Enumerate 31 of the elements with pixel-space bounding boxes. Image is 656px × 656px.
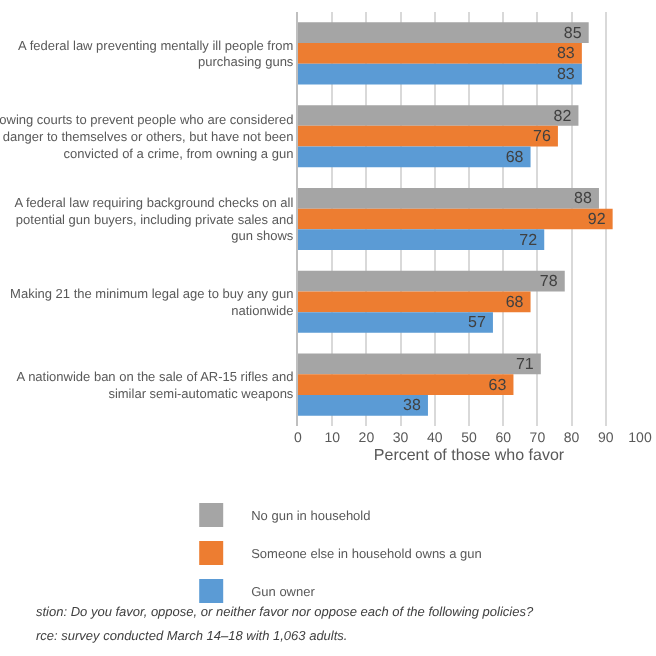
bar <box>298 353 541 375</box>
data-label: 38 <box>403 396 422 415</box>
bar <box>298 229 545 251</box>
data-label: 63 <box>488 375 508 394</box>
bar <box>298 291 531 313</box>
data-label: 83 <box>556 65 576 84</box>
bar <box>298 187 599 209</box>
data-label: 78 <box>539 272 559 291</box>
data-label: 76 <box>533 127 552 146</box>
data-label: 68 <box>505 292 525 311</box>
data-label: 85 <box>563 23 583 42</box>
bar <box>298 270 565 292</box>
bar <box>298 208 613 230</box>
data-label: 83 <box>556 44 576 63</box>
bar <box>298 312 493 333</box>
bar <box>298 146 531 168</box>
bar <box>298 105 579 126</box>
data-label: 71 <box>515 354 535 373</box>
bar <box>298 374 514 395</box>
bar <box>298 394 428 416</box>
data-label: 72 <box>519 230 539 249</box>
bar <box>298 22 589 44</box>
x-axis-title: Percent of those who favor <box>373 446 565 465</box>
data-label: 82 <box>553 106 573 125</box>
data-label: 68 <box>505 147 525 166</box>
bar <box>298 63 582 85</box>
bar <box>298 43 582 64</box>
bar <box>298 125 558 147</box>
data-label: 92 <box>587 210 607 229</box>
data-label: 57 <box>468 313 487 332</box>
data-label: 88 <box>574 189 593 208</box>
